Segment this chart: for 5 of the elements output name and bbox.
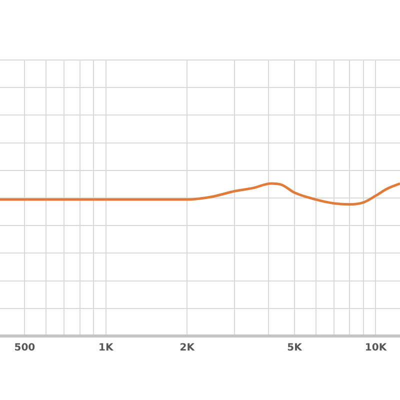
- x-tick-label: 500: [14, 342, 36, 354]
- x-tick-label: 1K: [98, 342, 115, 354]
- x-tick-label: 5K: [287, 342, 304, 354]
- x-tick-label: 2K: [180, 342, 196, 354]
- x-tick-label: 10K: [364, 342, 388, 354]
